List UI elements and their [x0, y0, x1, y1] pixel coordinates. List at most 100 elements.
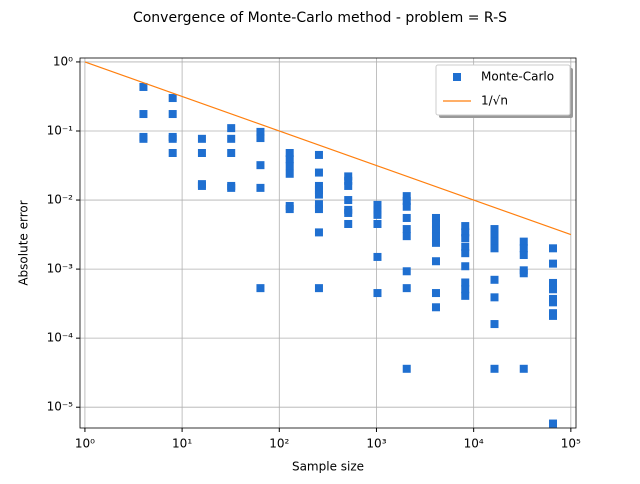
x-tick-label: 10⁵: [561, 437, 581, 451]
marker: [490, 275, 499, 284]
marker: [461, 228, 470, 237]
marker: [168, 110, 177, 119]
marker: [314, 200, 323, 209]
marker: [490, 225, 499, 234]
marker: [227, 148, 236, 157]
marker: [431, 232, 440, 241]
marker: [402, 225, 411, 234]
marker: [197, 181, 206, 190]
marker: [285, 162, 294, 171]
marker: [139, 134, 148, 143]
plot-frame: [79, 57, 577, 429]
marker: [549, 278, 558, 287]
marker: [168, 148, 177, 157]
marker: [314, 205, 323, 214]
marker: [402, 284, 411, 293]
marker: [402, 364, 411, 373]
marker: [285, 205, 294, 214]
marker: [431, 303, 440, 312]
marker: [373, 205, 382, 214]
y-tick-label: 10⁻¹: [47, 123, 74, 137]
marker: [549, 311, 558, 320]
marker: [431, 213, 440, 222]
marker: [373, 252, 382, 261]
legend-label: 1/√n: [481, 94, 508, 108]
x-tick-label: 10³: [366, 437, 386, 451]
marker: [139, 82, 148, 91]
marker: [431, 289, 440, 298]
marker: [461, 249, 470, 258]
marker: [549, 298, 558, 307]
marker: [227, 183, 236, 192]
y-tick-label: 10⁻⁴: [47, 331, 74, 345]
marker: [373, 200, 382, 209]
marker: [431, 257, 440, 266]
marker: [285, 155, 294, 164]
legend-label: Monte-Carlo: [481, 70, 554, 84]
marker: [139, 110, 148, 119]
y-tick-label: 10⁻⁵: [47, 400, 74, 414]
marker: [549, 244, 558, 253]
marker: [285, 148, 294, 157]
marker: [344, 181, 353, 190]
marker: [490, 293, 499, 302]
marker: [402, 267, 411, 276]
marker: [461, 285, 470, 294]
marker: [256, 161, 265, 170]
marker: [461, 242, 470, 251]
marker: [519, 244, 528, 253]
marker: [227, 134, 236, 143]
line: [84, 61, 572, 236]
marker: [431, 225, 440, 234]
marker: [256, 183, 265, 192]
marker: [168, 134, 177, 143]
marker: [314, 190, 323, 199]
marker: [344, 176, 353, 185]
y-tick-label: 10⁻³: [47, 262, 74, 276]
marker: [227, 124, 236, 133]
marker: [344, 196, 353, 205]
marker: [549, 285, 558, 294]
marker: [461, 291, 470, 300]
x-tick-label: 10⁴: [464, 437, 484, 451]
marker: [373, 219, 382, 228]
marker: [402, 196, 411, 205]
marker: [373, 210, 382, 219]
marker: [519, 269, 528, 278]
marker: [344, 172, 353, 181]
marker: [461, 262, 470, 271]
marker: [197, 134, 206, 143]
y-tick-label: 10⁰: [53, 54, 73, 68]
marker: [490, 231, 499, 240]
x-tick-label: 10⁰: [75, 437, 95, 451]
marker: [314, 228, 323, 237]
marker: [461, 278, 470, 287]
marker: [402, 202, 411, 211]
marker: [519, 237, 528, 246]
marker: [549, 259, 558, 268]
marker: [314, 150, 323, 159]
legend-marker: [453, 73, 461, 81]
marker: [256, 127, 265, 136]
marker: [549, 419, 558, 428]
marker: [519, 364, 528, 373]
marker: [461, 222, 470, 231]
marker: [314, 181, 323, 190]
marker: [402, 232, 411, 241]
marker: [490, 244, 499, 253]
y-axis-label: Absolute error: [17, 200, 31, 285]
marker: [490, 320, 499, 329]
marker: [256, 284, 265, 293]
marker: [373, 289, 382, 298]
x-axis-label: Sample size: [292, 460, 364, 474]
marker: [314, 284, 323, 293]
marker: [431, 219, 440, 228]
legend: [435, 64, 571, 116]
marker: [431, 238, 440, 247]
chart-title: Convergence of Monte-Carlo method - prob…: [133, 10, 507, 26]
marker: [402, 213, 411, 222]
marker: [344, 208, 353, 217]
x-tick-label: 10²: [269, 437, 289, 451]
marker: [519, 251, 528, 260]
x-tick-label: 10¹: [172, 437, 192, 451]
